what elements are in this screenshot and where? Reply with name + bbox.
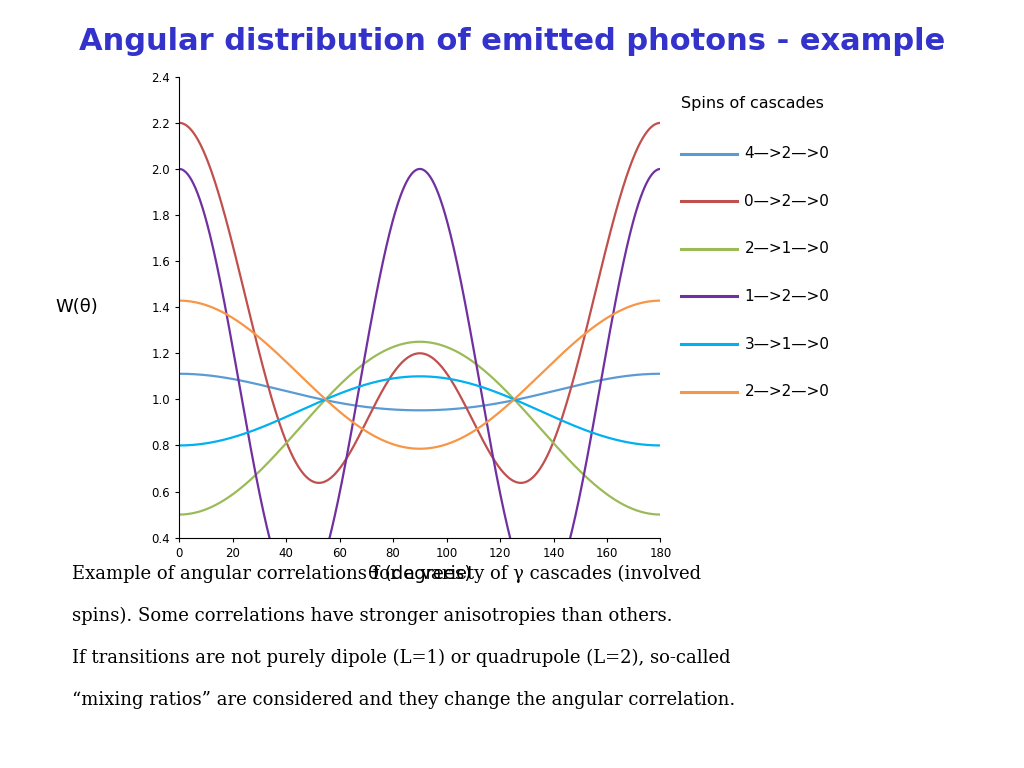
Text: 1—>2—>0: 1—>2—>0 (744, 289, 829, 304)
Text: If transitions are not purely dipole (L=1) or quadrupole (L=2), so-called: If transitions are not purely dipole (L=… (72, 649, 730, 667)
Text: 2—>2—>0: 2—>2—>0 (744, 384, 829, 399)
Text: spins). Some correlations have stronger anisotropies than others.: spins). Some correlations have stronger … (72, 607, 672, 625)
Text: Example of angular correlations for a variety of γ cascades (involved: Example of angular correlations for a va… (72, 564, 700, 583)
Text: 3—>1—>0: 3—>1—>0 (744, 336, 829, 352)
Text: “mixing ratios” are considered and they change the angular correlation.: “mixing ratios” are considered and they … (72, 691, 735, 709)
Text: 2—>1—>0: 2—>1—>0 (744, 241, 829, 257)
X-axis label: θ (degrees): θ (degrees) (369, 565, 471, 583)
Text: 0—>2—>0: 0—>2—>0 (744, 194, 829, 209)
Text: Spins of cascades: Spins of cascades (681, 96, 824, 111)
Text: 4—>2—>0: 4—>2—>0 (744, 146, 829, 161)
Text: W(θ): W(θ) (55, 298, 98, 316)
Text: Angular distribution of emitted photons - example: Angular distribution of emitted photons … (79, 27, 945, 56)
